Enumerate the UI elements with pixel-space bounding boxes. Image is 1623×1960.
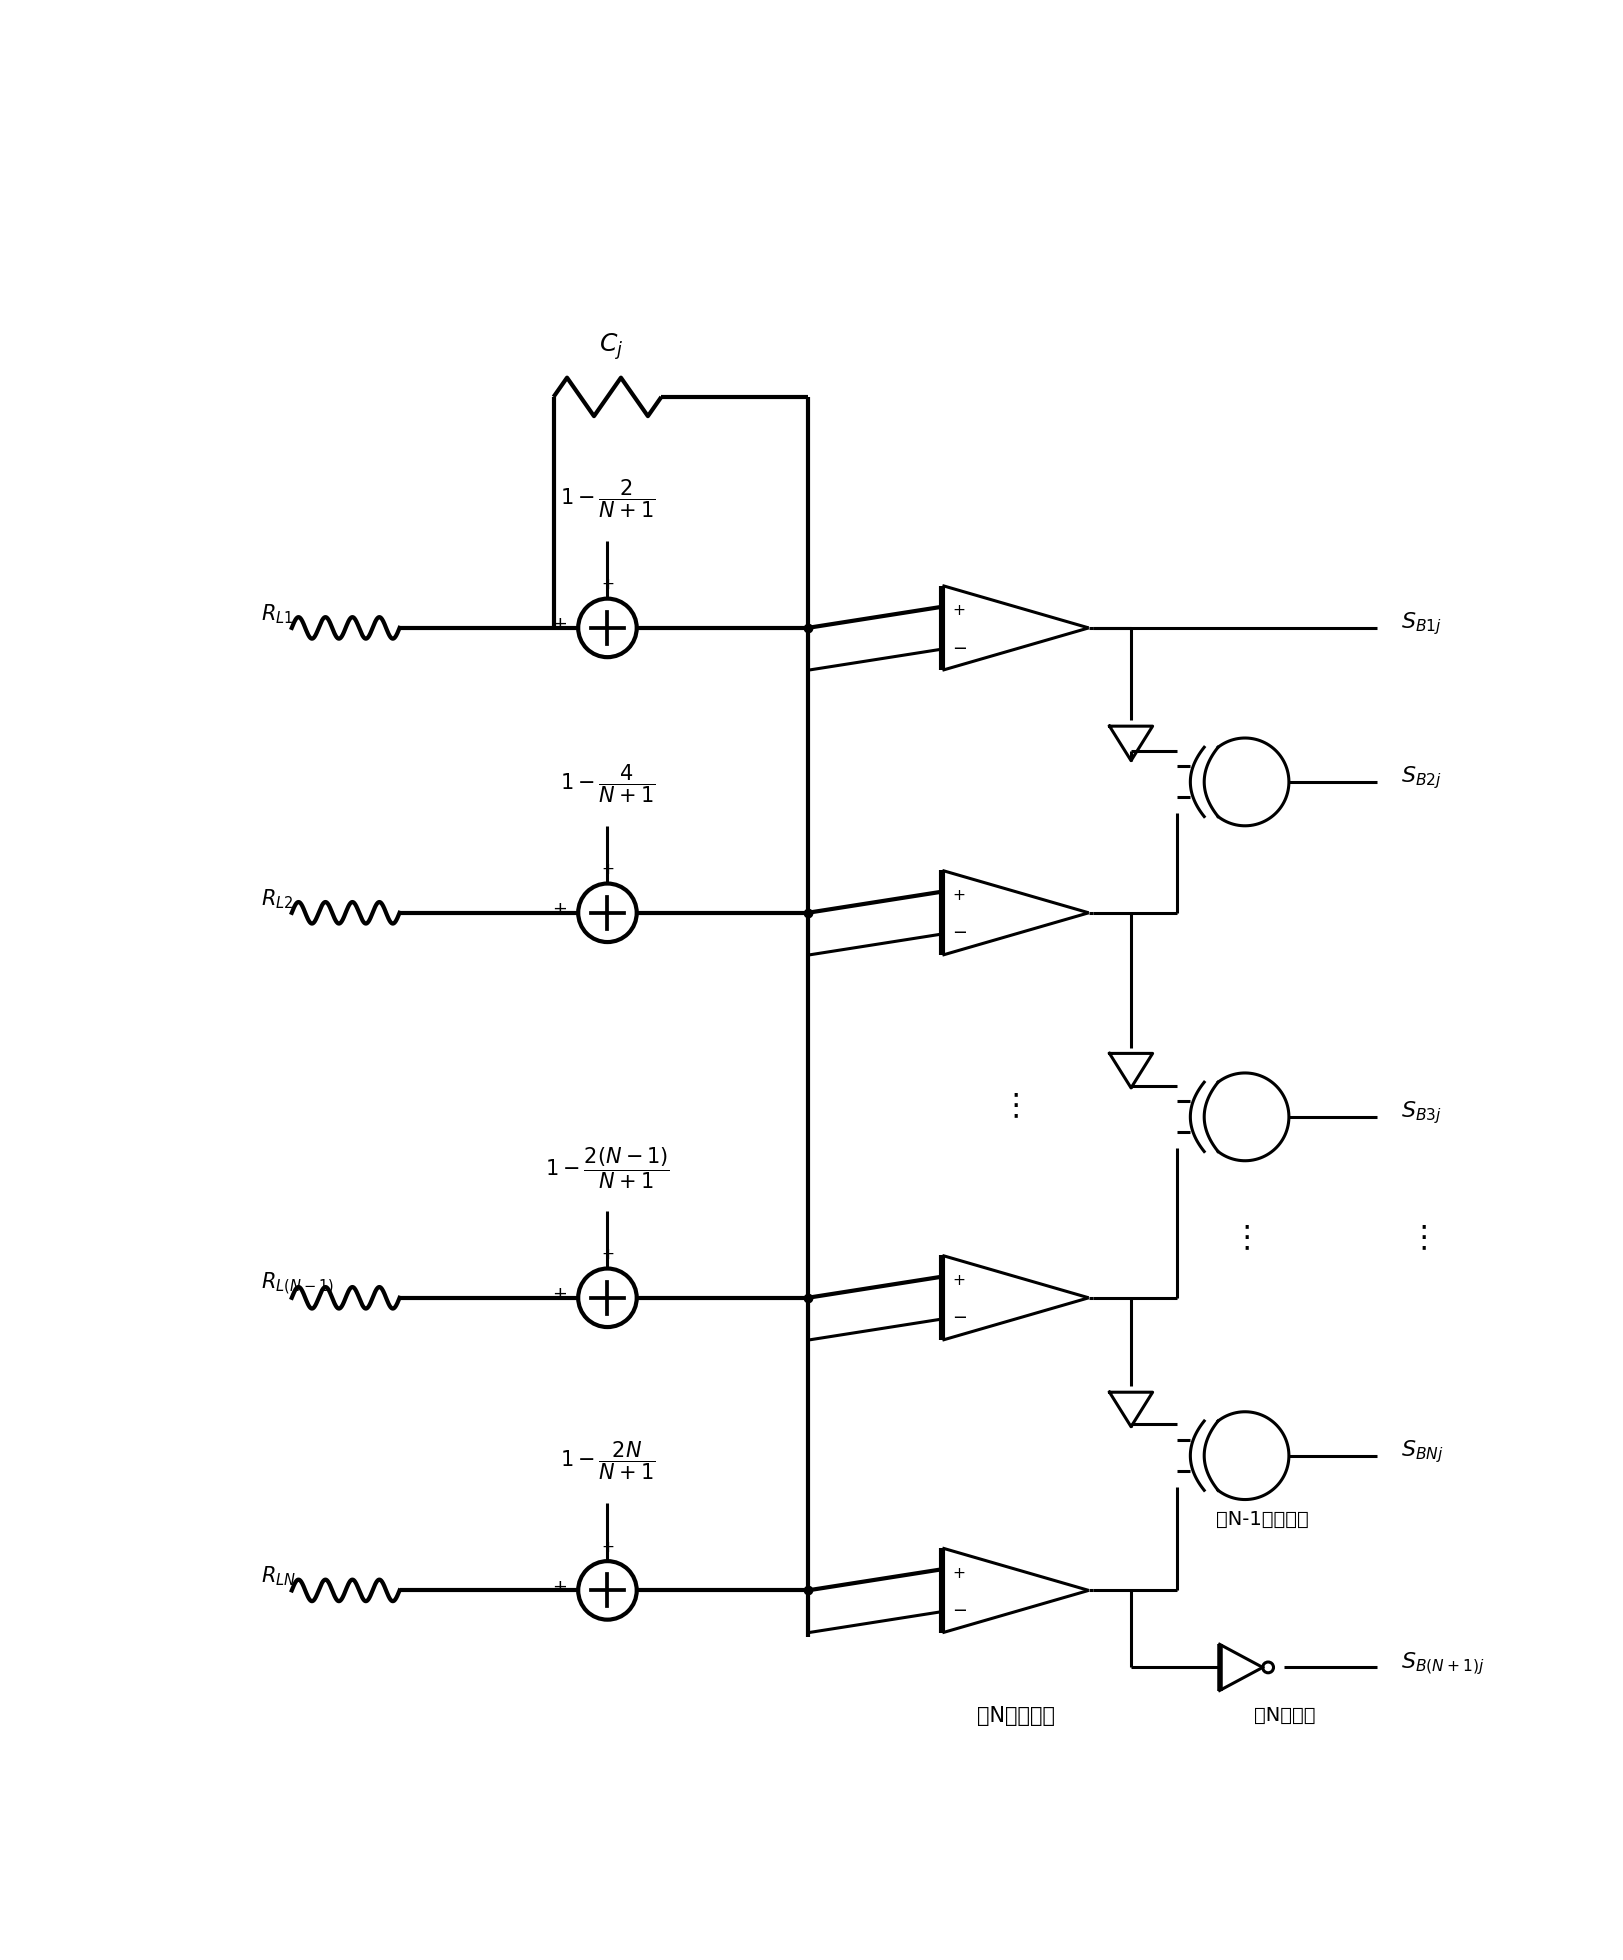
Text: $+$: $+$ [951, 604, 964, 619]
Text: $S_{B3j}$: $S_{B3j}$ [1399, 1100, 1441, 1127]
Text: $R_{L1}$: $R_{L1}$ [261, 602, 294, 625]
Text: $+$: $+$ [601, 1247, 613, 1262]
Text: $S_{B2j}$: $S_{B2j}$ [1399, 764, 1441, 792]
Text: $+$: $+$ [951, 1274, 964, 1288]
Text: $+$: $+$ [601, 1541, 613, 1554]
Text: ⋮: ⋮ [792, 1092, 823, 1119]
Text: $S_{BNj}$: $S_{BNj}$ [1399, 1439, 1443, 1466]
Text: $R_{L2}$: $R_{L2}$ [261, 888, 294, 911]
Text: $-$: $-$ [951, 637, 966, 655]
Text: $1-\dfrac{2N}{N+1}$: $1-\dfrac{2N}{N+1}$ [560, 1441, 654, 1482]
Text: $1-\dfrac{2}{N+1}$: $1-\dfrac{2}{N+1}$ [560, 478, 654, 519]
Text: $S_{B(N+1)j}$: $S_{B(N+1)j}$ [1399, 1650, 1483, 1678]
Text: $-$: $-$ [951, 1307, 966, 1325]
Text: ⋮: ⋮ [1000, 1092, 1031, 1119]
Text: $+$: $+$ [552, 900, 566, 917]
Text: 第N个非门: 第N个非门 [1253, 1705, 1315, 1725]
Text: $+$: $+$ [552, 615, 566, 633]
Text: $R_{L(N-1)}$: $R_{L(N-1)}$ [261, 1270, 334, 1298]
Text: $-$: $-$ [951, 1599, 966, 1619]
Text: $+$: $+$ [552, 1578, 566, 1595]
Text: $+$: $+$ [601, 578, 613, 592]
Text: $+$: $+$ [552, 1286, 566, 1303]
Text: ⋮: ⋮ [1230, 1223, 1261, 1252]
Text: $-$: $-$ [951, 923, 966, 941]
Text: $S_{B1j}$: $S_{B1j}$ [1399, 612, 1441, 637]
Text: $+$: $+$ [601, 862, 613, 878]
Text: $C_j$: $C_j$ [599, 331, 623, 363]
Text: 第N-1个异或门: 第N-1个异或门 [1216, 1509, 1308, 1529]
Text: $1-\dfrac{4}{N+1}$: $1-\dfrac{4}{N+1}$ [560, 762, 654, 806]
Text: $+$: $+$ [951, 1566, 964, 1582]
Text: $1-\dfrac{2(N-1)}{N+1}$: $1-\dfrac{2(N-1)}{N+1}$ [545, 1147, 670, 1192]
Text: ⋮: ⋮ [1407, 1223, 1438, 1252]
Text: $+$: $+$ [951, 888, 964, 904]
Text: 第N个比较器: 第N个比较器 [975, 1705, 1053, 1727]
Text: $R_{LN}$: $R_{LN}$ [261, 1564, 295, 1588]
